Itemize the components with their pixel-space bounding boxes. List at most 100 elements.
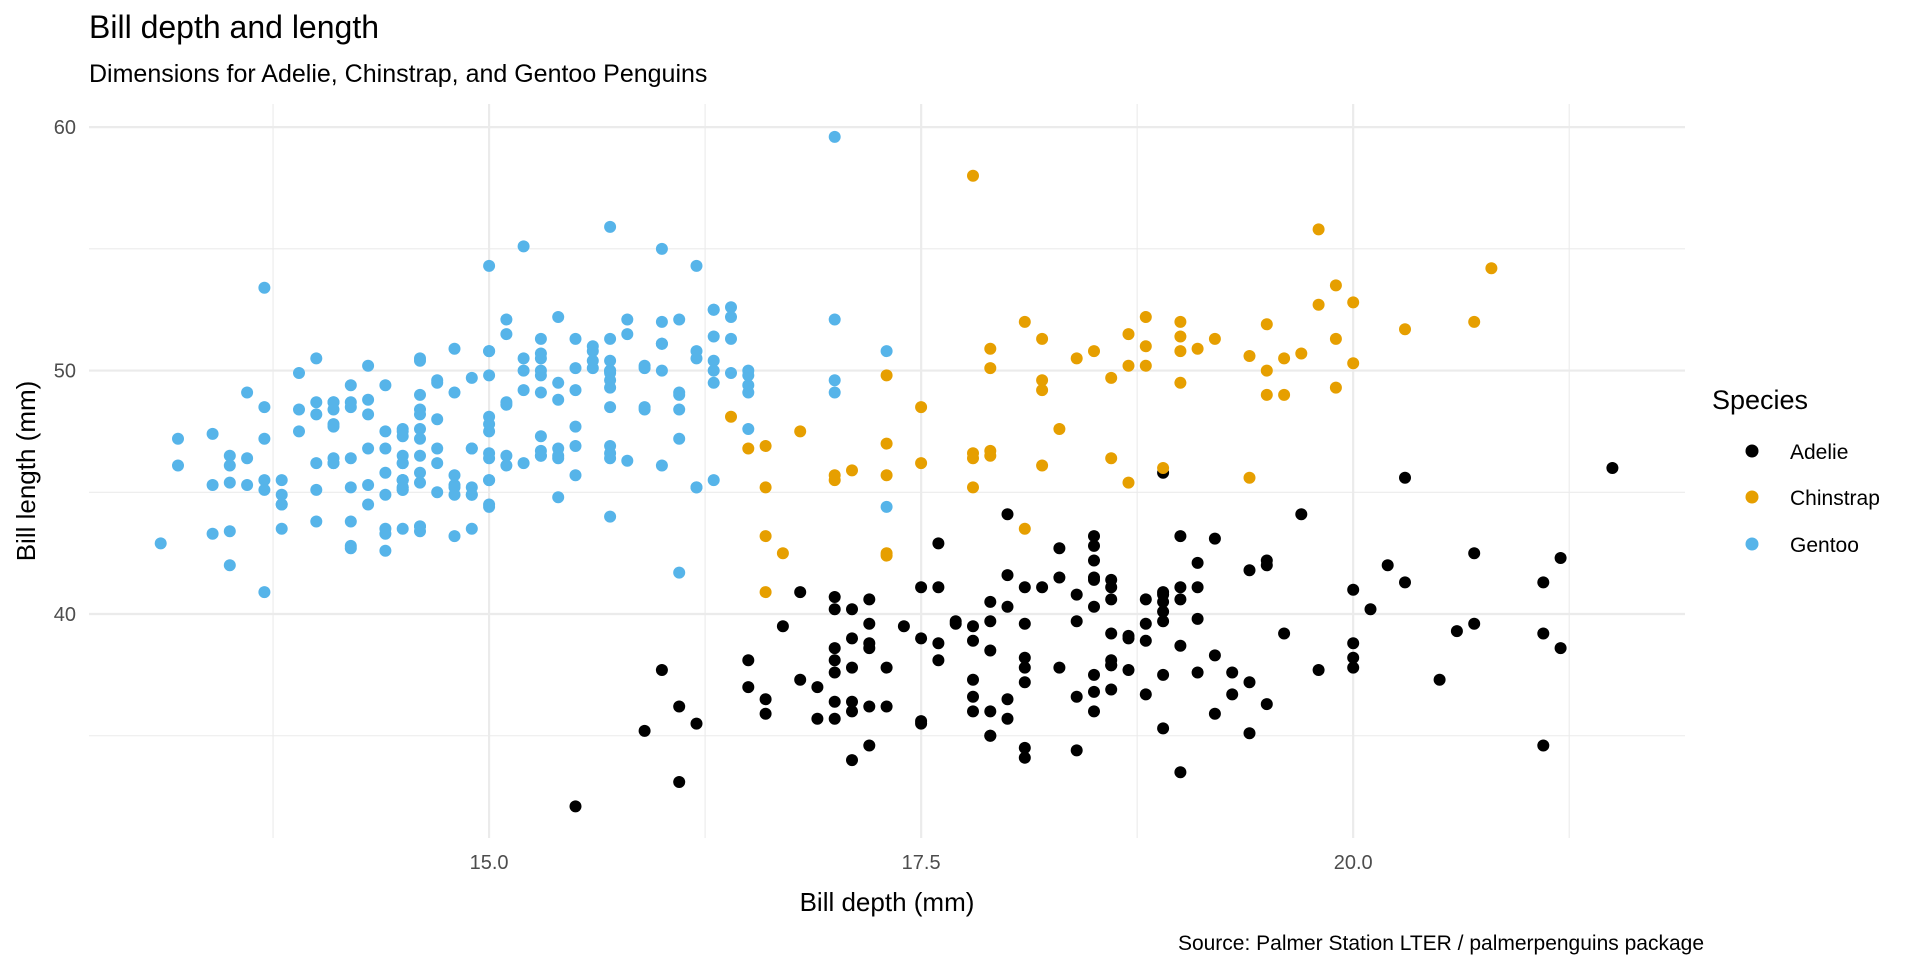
data-point-chinstrap: [1122, 359, 1135, 372]
data-point-adelie: [1450, 625, 1463, 638]
data-point-adelie: [1243, 564, 1256, 577]
chart-subtitle: Dimensions for Adelie, Chinstrap, and Ge…: [89, 60, 707, 88]
data-point-gentoo: [275, 488, 288, 501]
data-point-adelie: [1433, 673, 1446, 686]
data-point-gentoo: [621, 328, 634, 341]
data-point-adelie: [1105, 581, 1118, 594]
data-point-gentoo: [604, 332, 617, 345]
data-point-gentoo: [707, 364, 720, 377]
data-point-adelie: [673, 776, 686, 788]
data-point-adelie: [1191, 581, 1204, 594]
data-point-gentoo: [396, 430, 409, 443]
data-point-gentoo: [638, 362, 651, 375]
data-point-adelie: [1364, 603, 1377, 616]
data-point-gentoo: [483, 425, 496, 438]
legend-title: Species: [1712, 385, 1808, 415]
data-point-chinstrap: [846, 464, 858, 477]
data-point-gentoo: [725, 332, 737, 345]
data-point-gentoo: [344, 452, 357, 465]
data-point-gentoo: [310, 408, 323, 421]
data-point-gentoo: [690, 259, 703, 272]
data-point-adelie: [828, 654, 841, 667]
data-point-adelie: [655, 664, 668, 676]
data-point-adelie: [828, 695, 841, 708]
data-point-adelie: [1243, 727, 1256, 740]
data-point-adelie: [932, 637, 945, 650]
data-point-adelie: [863, 593, 876, 606]
data-point-gentoo: [621, 313, 634, 326]
data-point-gentoo: [742, 369, 755, 382]
data-point-gentoo: [379, 442, 392, 455]
data-point-gentoo: [500, 459, 513, 472]
data-point-gentoo: [828, 313, 841, 326]
data-point-chinstrap: [1139, 311, 1152, 323]
data-point-chinstrap: [967, 169, 979, 182]
data-point-gentoo: [483, 410, 496, 423]
data-point-gentoo: [396, 481, 409, 494]
data-point-gentoo: [500, 328, 513, 341]
data-point-adelie: [1018, 751, 1031, 764]
data-point-gentoo: [586, 354, 599, 367]
data-point-gentoo: [396, 457, 409, 470]
data-point-adelie: [776, 620, 789, 633]
data-point-chinstrap: [915, 401, 928, 414]
data-point-gentoo: [258, 483, 271, 496]
data-point-chinstrap: [759, 481, 772, 494]
data-point-chinstrap: [828, 469, 841, 482]
data-point-gentoo: [241, 479, 254, 491]
data-point-chinstrap: [984, 342, 997, 355]
data-point-gentoo: [569, 469, 582, 482]
data-point-gentoo: [483, 452, 496, 465]
data-point-adelie: [1606, 462, 1619, 474]
data-point-gentoo: [414, 449, 426, 462]
data-point-chinstrap: [880, 437, 893, 450]
data-point-gentoo: [362, 498, 375, 511]
data-point-chinstrap: [967, 452, 979, 465]
data-point-adelie: [984, 644, 997, 657]
data-point-adelie: [742, 681, 755, 694]
data-point-gentoo: [379, 466, 392, 479]
data-point-gentoo: [206, 527, 219, 540]
data-point-adelie: [673, 700, 686, 713]
data-point-gentoo: [206, 479, 219, 491]
data-point-gentoo: [534, 386, 547, 399]
data-point-chinstrap: [1399, 323, 1411, 336]
data-point-adelie: [1018, 617, 1031, 630]
data-point-gentoo: [379, 544, 392, 557]
data-point-adelie: [1001, 569, 1014, 582]
data-point-adelie: [846, 661, 858, 674]
data-point-adelie: [932, 654, 945, 667]
data-point-gentoo: [517, 364, 530, 377]
data-point-gentoo: [552, 452, 565, 465]
x-axis-ticks: 15.0 17.5 20.0: [470, 852, 1373, 874]
data-point-adelie: [1105, 659, 1118, 672]
data-point-gentoo: [241, 386, 254, 399]
data-point-chinstrap: [1174, 345, 1187, 358]
data-point-gentoo: [673, 432, 686, 445]
data-point-adelie: [1018, 651, 1031, 664]
data-point-chinstrap: [776, 547, 789, 560]
data-point-gentoo: [673, 403, 686, 416]
data-point-chinstrap: [1295, 347, 1308, 360]
data-point-gentoo: [465, 522, 478, 535]
data-point-gentoo: [275, 498, 288, 511]
data-point-gentoo: [517, 352, 530, 365]
data-point-adelie: [1070, 615, 1083, 628]
data-point-adelie: [569, 800, 582, 813]
data-point-gentoo: [828, 386, 841, 399]
data-point-gentoo: [362, 359, 375, 372]
data-point-adelie: [759, 693, 772, 706]
data-point-gentoo: [223, 476, 236, 489]
data-point-gentoo: [258, 586, 271, 599]
data-point-chinstrap: [1018, 522, 1031, 535]
y-tick-label: 50: [54, 361, 76, 383]
data-point-chinstrap: [759, 440, 772, 452]
data-point-gentoo: [828, 374, 841, 387]
data-point-chinstrap: [725, 410, 737, 423]
data-point-adelie: [1191, 666, 1204, 679]
data-point-adelie: [811, 712, 824, 725]
data-point-chinstrap: [1278, 388, 1291, 401]
data-point-chinstrap: [1157, 462, 1170, 474]
data-point-adelie: [1018, 676, 1031, 689]
